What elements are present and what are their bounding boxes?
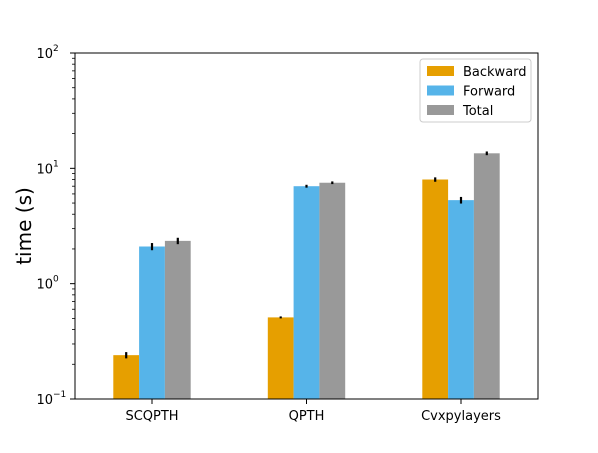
axes-frame xyxy=(74,52,539,400)
y-tick-label-exponent: 2 xyxy=(53,44,59,54)
bar-backward-cvxpylayers xyxy=(422,179,449,399)
y-axis-label: time (s) xyxy=(12,187,36,265)
error-bars-layer xyxy=(125,151,488,359)
x-tick-label: SCQPTH xyxy=(125,409,178,424)
x-tick-label: QPTH xyxy=(289,409,325,424)
legend-swatch-backward xyxy=(427,66,454,76)
bar-total-qpth xyxy=(319,182,346,399)
legend: Backward Forward Total xyxy=(419,58,532,123)
legend-label-total: Total xyxy=(462,104,493,119)
bar-total-cvxpylayers xyxy=(473,153,500,399)
y-tick-label-exponent: −1 xyxy=(53,390,66,400)
legend-label-backward: Backward xyxy=(463,65,527,80)
legend-label-forward: Forward xyxy=(463,85,515,100)
bar-forward-cvxpylayers xyxy=(448,200,474,399)
bar-forward-qpth xyxy=(293,186,320,399)
legend-swatch-total xyxy=(427,105,454,115)
bar-total-scqpth xyxy=(164,240,191,399)
bar-forward-scqpth xyxy=(139,246,165,399)
x-tick-label: Cvxpylayers xyxy=(421,409,501,424)
y-tick-label: 10 xyxy=(36,278,53,293)
bar-backward-scqpth xyxy=(113,355,140,399)
y-tick-label: 10 xyxy=(36,162,53,177)
y-tick-label: 10 xyxy=(36,393,53,408)
bar-backward-qpth xyxy=(267,317,294,399)
y-tick-label-exponent: 0 xyxy=(53,275,59,285)
y-tick-label: 10 xyxy=(36,47,53,62)
legend-swatch-forward xyxy=(427,85,454,96)
bars-layer xyxy=(113,153,500,399)
y-tick-label-exponent: 1 xyxy=(53,159,59,169)
